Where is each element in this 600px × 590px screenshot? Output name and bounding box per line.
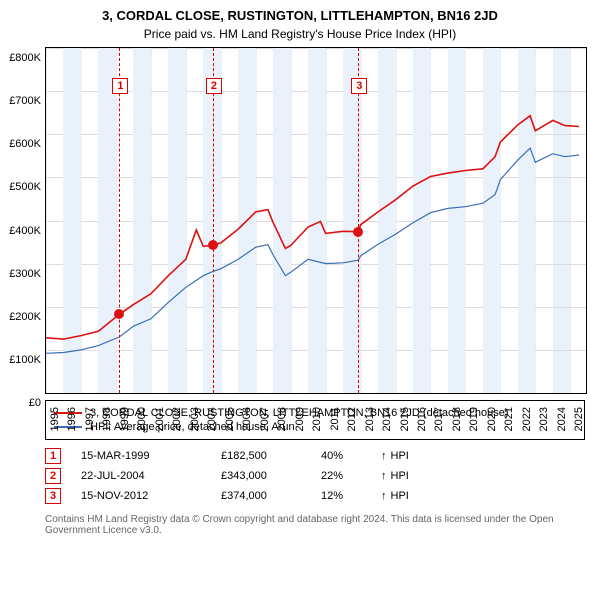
x-axis-labels: 1995 1996 1997 1998 1999 2000 2001 2002 2003 2004… <box>45 405 585 455</box>
x-tick-label: 2021 <box>503 407 515 431</box>
x-tick-label: 2019 <box>468 407 480 431</box>
up-arrow-icon: ↑ <box>381 490 387 502</box>
x-tick-label: 2000 <box>136 407 148 431</box>
chart-plot-area: 1 2 3 <box>45 47 587 394</box>
transaction-marker-box: 3 <box>351 78 367 94</box>
tx-date: 22-JUL-2004 <box>81 470 221 482</box>
x-tick-label: 2025 <box>573 407 585 431</box>
transaction-marker-line <box>119 48 120 393</box>
x-tick-label: 2001 <box>154 407 166 431</box>
x-tick-label: 2004 <box>206 407 218 431</box>
x-tick-label: 2009 <box>294 407 306 431</box>
y-tick-label: £800K <box>9 52 41 64</box>
y-tick-label: £100K <box>9 354 41 366</box>
up-arrow-icon: ↑ <box>381 470 387 482</box>
transaction-marker-line <box>358 48 359 393</box>
x-tick-label: 2016 <box>416 407 428 431</box>
y-tick-label: £200K <box>9 311 41 323</box>
tx-pct: 22% <box>321 470 381 482</box>
transaction-row: 2 22-JUL-2004£343,00022%↑ HPI <box>45 466 585 486</box>
x-tick-label: 2015 <box>399 407 411 431</box>
chart-lines-svg <box>46 48 586 393</box>
y-axis-labels: £0£100K£200K£300K£400K£500K£600K£700K£80… <box>0 58 45 403</box>
x-tick-label: 2012 <box>346 407 358 431</box>
x-tick-label: 2002 <box>171 407 183 431</box>
transaction-marker-line <box>213 48 214 393</box>
x-tick-label: 2014 <box>381 407 393 431</box>
transaction-row: 3 15-NOV-2012£374,00012%↑ HPI <box>45 486 585 506</box>
transaction-marker-box: 1 <box>112 78 128 94</box>
y-tick-label: £300K <box>9 268 41 280</box>
chart-subtitle: Price paid vs. HM Land Registry's House … <box>0 23 600 47</box>
series-line-hpi <box>46 148 579 353</box>
x-tick-label: 2010 <box>311 407 323 431</box>
tx-ref: HPI <box>391 470 409 482</box>
x-tick-label: 2018 <box>451 407 463 431</box>
y-tick-label: £400K <box>9 225 41 237</box>
x-tick-label: 1999 <box>119 407 131 431</box>
attribution-footer: Contains HM Land Registry data © Crown c… <box>45 514 585 536</box>
transaction-marker-dot <box>353 227 363 237</box>
y-tick-label: £700K <box>9 95 41 107</box>
transaction-marker-dot <box>114 309 124 319</box>
series-line-price <box>46 116 579 339</box>
x-tick-label: 2024 <box>556 407 568 431</box>
tx-price: £343,000 <box>221 470 321 482</box>
x-tick-label: 2022 <box>521 407 533 431</box>
x-tick-label: 2013 <box>364 407 376 431</box>
x-tick-label: 2008 <box>276 407 288 431</box>
y-tick-label: £500K <box>9 181 41 193</box>
x-tick-label: 2020 <box>486 407 498 431</box>
x-tick-label: 2006 <box>241 407 253 431</box>
y-tick-label: £600K <box>9 138 41 150</box>
tx-pct: 12% <box>321 490 381 502</box>
x-tick-label: 2007 <box>259 407 271 431</box>
transactions-table: 115-MAR-1999£182,50040%↑HPI222-JUL-2004£… <box>45 446 585 506</box>
x-tick-label: 2017 <box>433 407 445 431</box>
x-tick-label: 2023 <box>538 407 550 431</box>
x-tick-label: 1995 <box>49 407 61 431</box>
x-tick-label: 1997 <box>84 407 96 431</box>
tx-ref: HPI <box>391 490 409 502</box>
chart-title: 3, CORDAL CLOSE, RUSTINGTON, LITTLEHAMPT… <box>0 0 600 23</box>
transaction-marker-dot <box>208 240 218 250</box>
tx-price: £374,000 <box>221 490 321 502</box>
x-tick-label: 2005 <box>224 407 236 431</box>
transaction-marker-box: 2 <box>206 78 222 94</box>
x-tick-label: 1996 <box>66 407 78 431</box>
x-tick-label: 2003 <box>189 407 201 431</box>
y-tick-label: £0 <box>29 397 41 409</box>
tx-id-box: 2 <box>45 468 61 484</box>
x-tick-label: 2011 <box>329 407 341 431</box>
tx-date: 15-NOV-2012 <box>81 490 221 502</box>
x-tick-label: 1998 <box>101 407 113 431</box>
tx-id-box: 3 <box>45 488 61 504</box>
